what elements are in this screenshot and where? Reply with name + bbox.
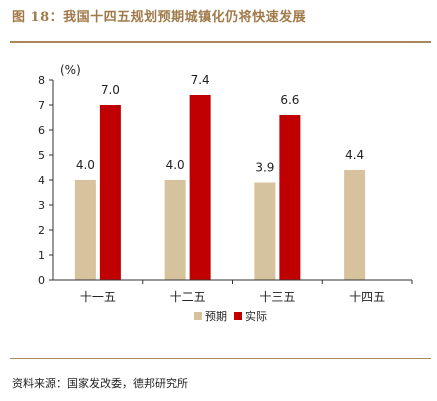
source-rule — [10, 358, 431, 359]
bar — [279, 115, 301, 280]
figure-title: 图 18：我国十四五规划预期城镇化仍将快速发展 — [12, 10, 307, 25]
y-tick-label: 8 — [38, 74, 45, 87]
y-tick-label: 5 — [38, 149, 45, 162]
bar — [344, 170, 366, 280]
bar — [74, 180, 96, 280]
data-label: 4.4 — [345, 148, 364, 162]
data-label: 4.0 — [166, 158, 185, 172]
data-label: 7.0 — [101, 83, 120, 97]
y-axis-unit-label: (%) — [60, 63, 81, 77]
y-tick-label: 2 — [38, 224, 45, 237]
y-tick-label: 7 — [38, 99, 45, 112]
bar — [189, 95, 211, 280]
x-tick-label: 十二五 — [170, 290, 206, 304]
title-rule — [10, 41, 431, 43]
legend-swatch — [234, 312, 242, 320]
y-tick-label: 0 — [38, 274, 45, 287]
legend-label: 实际 — [245, 309, 267, 323]
y-tick-label: 4 — [38, 174, 45, 187]
legend-label: 预期 — [205, 310, 227, 323]
data-label: 3.9 — [255, 161, 274, 175]
bar — [99, 105, 121, 280]
x-tick-label: 十四五 — [349, 290, 385, 304]
y-tick-label: 1 — [38, 249, 45, 262]
x-axis: 十一五 十二五 十三五 十四五 — [53, 279, 413, 304]
data-label: 4.0 — [76, 158, 95, 172]
data-label: 7.4 — [191, 73, 210, 87]
legend-swatch — [194, 312, 202, 320]
bars-group: 4.0 7.0 4.0 7.4 3.9 6.6 4.4 — [74, 73, 366, 280]
bar-chart: 0 1 2 3 4 5 6 7 8 (%) 4.0 7.0 4.0 7.4 3.9 6.6 4.4 十一五 十二… — [38, 63, 413, 323]
bar — [164, 180, 186, 280]
data-label: 6.6 — [280, 93, 299, 107]
x-tick-label: 十一五 — [80, 290, 116, 304]
source-note: 资料来源：国家发改委，德邦研究所 — [12, 377, 188, 390]
legend: 预期 实际 — [194, 309, 267, 323]
y-tick-label: 3 — [38, 199, 45, 212]
bar — [254, 182, 276, 280]
x-tick-label: 十三五 — [259, 290, 295, 304]
y-axis: 0 1 2 3 4 5 6 7 8 (%) — [38, 63, 81, 287]
y-tick-label: 6 — [38, 124, 45, 137]
